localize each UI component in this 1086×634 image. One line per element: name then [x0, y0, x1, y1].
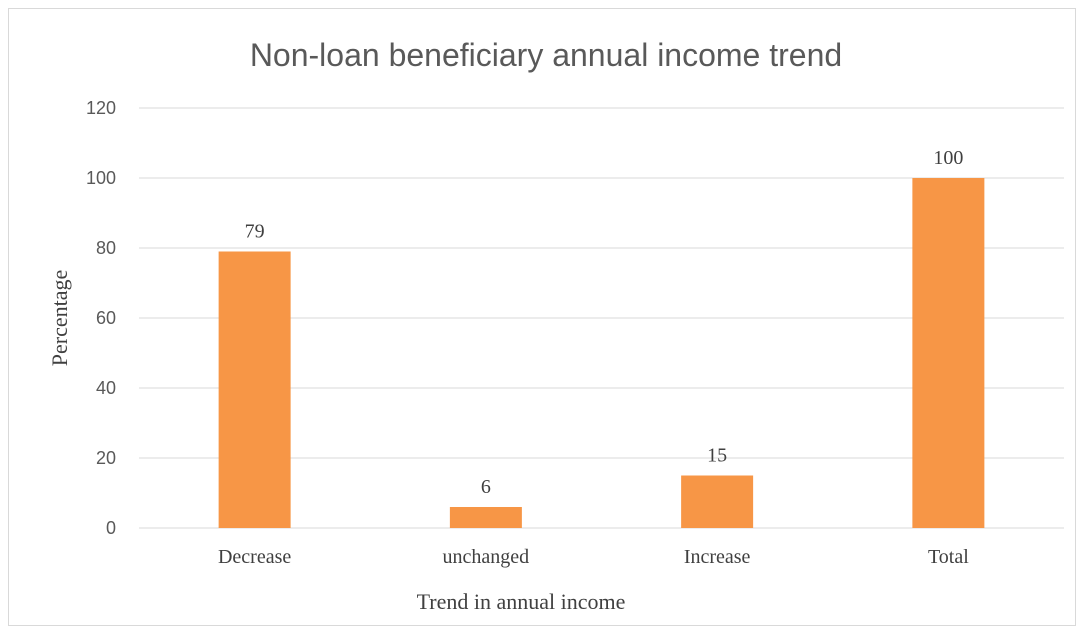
bars [218, 178, 985, 528]
y-axis-ticks: 0 20 40 60 80 100 120 [86, 98, 116, 538]
chart-title: Non-loan beneficiary annual income trend [250, 37, 842, 73]
y-tick-label: 0 [106, 518, 116, 538]
bar-decrease [218, 251, 291, 528]
y-tick-label: 80 [96, 238, 116, 258]
y-axis-label: Percentage [47, 270, 72, 367]
bar-unchanged [449, 507, 522, 528]
data-label: 15 [707, 445, 727, 467]
y-tick-label: 120 [86, 98, 116, 118]
data-labels: 79 6 15 100 [245, 147, 964, 498]
x-axis-ticks: Decrease unchanged Increase Total [218, 546, 969, 568]
y-tick-label: 60 [96, 308, 116, 328]
bar-total [912, 178, 985, 528]
chart-frame [8, 8, 1076, 626]
data-label: 79 [245, 221, 265, 243]
y-tick-label: 20 [96, 448, 116, 468]
y-tick-label: 40 [96, 378, 116, 398]
data-label: 6 [481, 476, 491, 498]
x-axis-label: Trend in annual income [417, 589, 626, 614]
bar-increase [681, 475, 754, 528]
gridlines [139, 107, 1064, 529]
x-tick-label: Increase [684, 546, 751, 568]
data-label: 100 [933, 147, 963, 169]
x-tick-label: unchanged [443, 546, 530, 568]
y-tick-label: 100 [86, 168, 116, 188]
x-tick-label: Total [928, 546, 969, 568]
x-tick-label: Decrease [218, 546, 291, 568]
